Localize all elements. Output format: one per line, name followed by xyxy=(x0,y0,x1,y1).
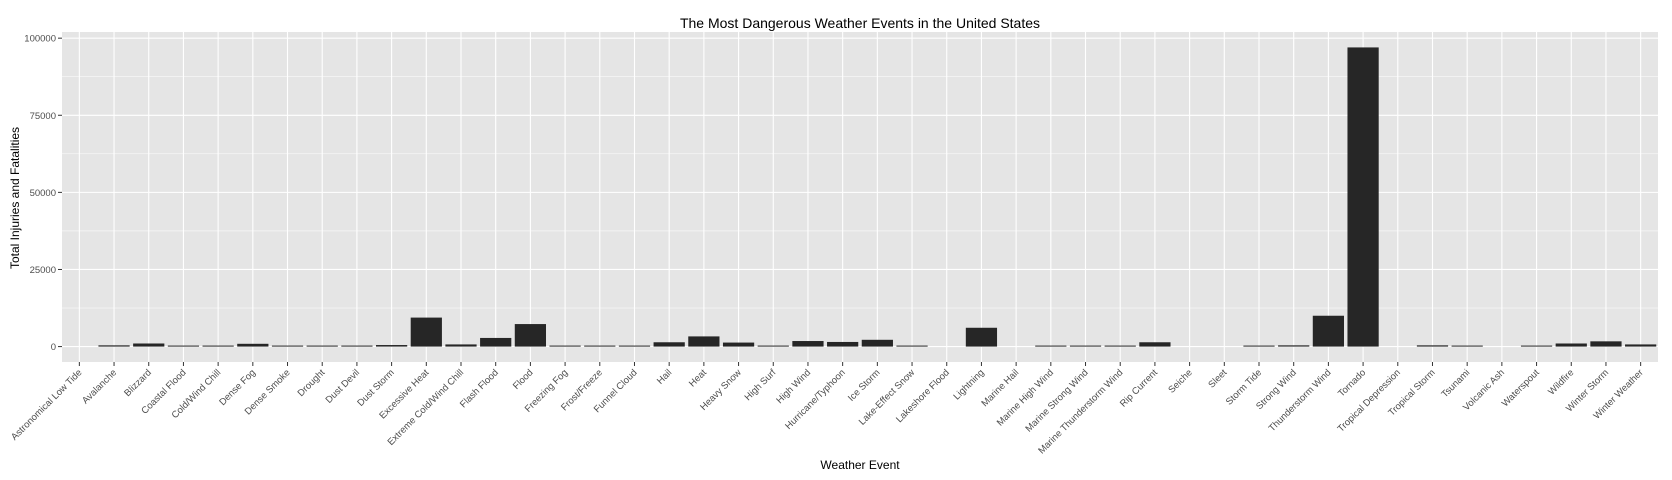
bar xyxy=(862,340,893,347)
bar xyxy=(688,336,719,346)
chart-title: The Most Dangerous Weather Events in the… xyxy=(680,15,1040,31)
x-tick-label: Avalanche xyxy=(80,367,119,406)
bar xyxy=(1625,344,1656,346)
y-axis: 0 25000 50000 75000 100000 xyxy=(24,34,62,353)
y-tick-label: 50000 xyxy=(30,188,56,199)
y-tick-label: 25000 xyxy=(30,265,56,276)
bar xyxy=(98,345,129,346)
x-tick-label: Sleet xyxy=(1206,367,1229,390)
x-tick-label: Blizzard xyxy=(122,367,154,399)
bar xyxy=(237,344,268,347)
x-tick-label: Waterspout xyxy=(1500,367,1542,409)
bar xyxy=(1243,346,1274,347)
x-tick-label: Rip Current xyxy=(1118,367,1160,409)
bar xyxy=(896,346,927,347)
y-tick-label: 100000 xyxy=(24,34,56,45)
bar xyxy=(1347,47,1378,346)
bar xyxy=(1105,346,1136,347)
x-tick-label: Tropical Depression xyxy=(1336,367,1403,434)
bar xyxy=(203,346,234,347)
x-tick-label: Marine Strong Wind xyxy=(1024,367,1091,434)
bar xyxy=(619,346,650,347)
bar xyxy=(758,346,789,347)
x-tick-label: Flood xyxy=(511,367,536,392)
x-tick-label: Hurricane/Typhoon xyxy=(783,367,848,432)
x-tick-label: Tornado xyxy=(1336,367,1368,399)
bar xyxy=(272,346,303,347)
y-tick-label: 75000 xyxy=(30,111,56,122)
y-tick-label: 0 xyxy=(51,342,56,353)
x-tick-label: Lightning xyxy=(952,367,987,402)
bar xyxy=(1313,316,1344,347)
bar xyxy=(723,343,754,347)
bar xyxy=(1452,346,1483,347)
x-tick-label: Drought xyxy=(296,367,328,399)
bar xyxy=(133,343,164,346)
bar xyxy=(1278,345,1309,346)
bar xyxy=(1139,342,1170,346)
y-axis-title: Total Injuries and Fatalities xyxy=(8,127,22,269)
x-tick-label: Astronomical Low Tide xyxy=(9,367,84,442)
bar xyxy=(1521,346,1552,347)
x-tick-label: Wildfire xyxy=(1546,367,1576,397)
bar xyxy=(1070,346,1101,347)
bar xyxy=(376,345,407,347)
bar xyxy=(1035,346,1066,347)
x-tick-label: Heat xyxy=(687,367,709,389)
x-axis-title: Weather Event xyxy=(820,458,900,472)
x-tick-label: High Surf xyxy=(743,367,779,403)
plot-panel xyxy=(62,32,1658,362)
x-tick-label: Tsunami xyxy=(1440,367,1473,400)
bar xyxy=(307,346,338,347)
bar xyxy=(168,346,199,347)
bar xyxy=(654,342,685,346)
bar xyxy=(1417,345,1448,346)
bar xyxy=(515,324,546,347)
bar xyxy=(549,346,580,347)
bar xyxy=(1590,341,1621,346)
bar xyxy=(480,338,511,347)
bar xyxy=(792,341,823,347)
bar xyxy=(341,346,372,347)
bar xyxy=(827,342,858,347)
bar xyxy=(1556,343,1587,346)
bar xyxy=(584,346,615,347)
bar xyxy=(411,318,442,347)
bar xyxy=(966,328,997,347)
bar xyxy=(445,344,476,346)
x-tick-label: Thunderstorm Wind xyxy=(1267,367,1334,434)
x-tick-label: Seiche xyxy=(1166,367,1194,395)
x-tick-label: Hail xyxy=(655,367,674,386)
